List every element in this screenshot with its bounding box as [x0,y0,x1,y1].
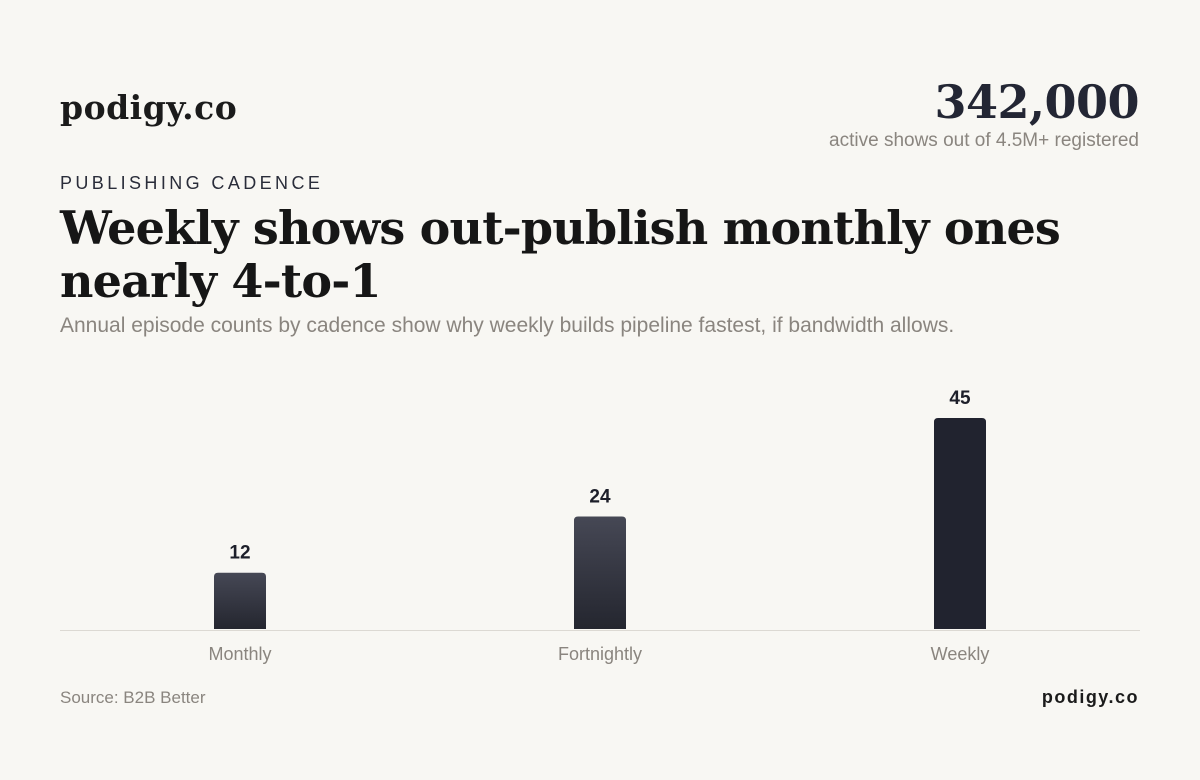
category-label-fortnightly: Fortnightly [558,644,642,664]
chart-headline: Weekly shows out-publish monthly ones ne… [60,201,1061,308]
stat-value: 342,000 [934,75,1139,129]
bar-fortnightly [574,516,626,629]
section-eyebrow: PUBLISHING CADENCE [60,173,324,193]
footer-brand: podigy.co [1041,687,1139,707]
bar-monthly [214,572,266,629]
category-label-monthly: Monthly [208,644,271,664]
brand-logo: podigy.co [60,88,238,127]
value-label-monthly: 12 [229,543,250,564]
chart-subtitle: Annual episode counts by cadence show wh… [60,314,955,337]
source-note: Source: B2B Better [60,688,206,707]
stat-caption: active shows out of 4.5M+ registered [829,130,1139,151]
category-label-weekly: Weekly [931,644,990,664]
value-label-fortnightly: 24 [589,486,611,507]
headline-stat: 342,000 active shows out of 4.5M+ regist… [829,74,1139,152]
bar-weekly [934,418,986,629]
value-label-weekly: 45 [949,388,971,409]
